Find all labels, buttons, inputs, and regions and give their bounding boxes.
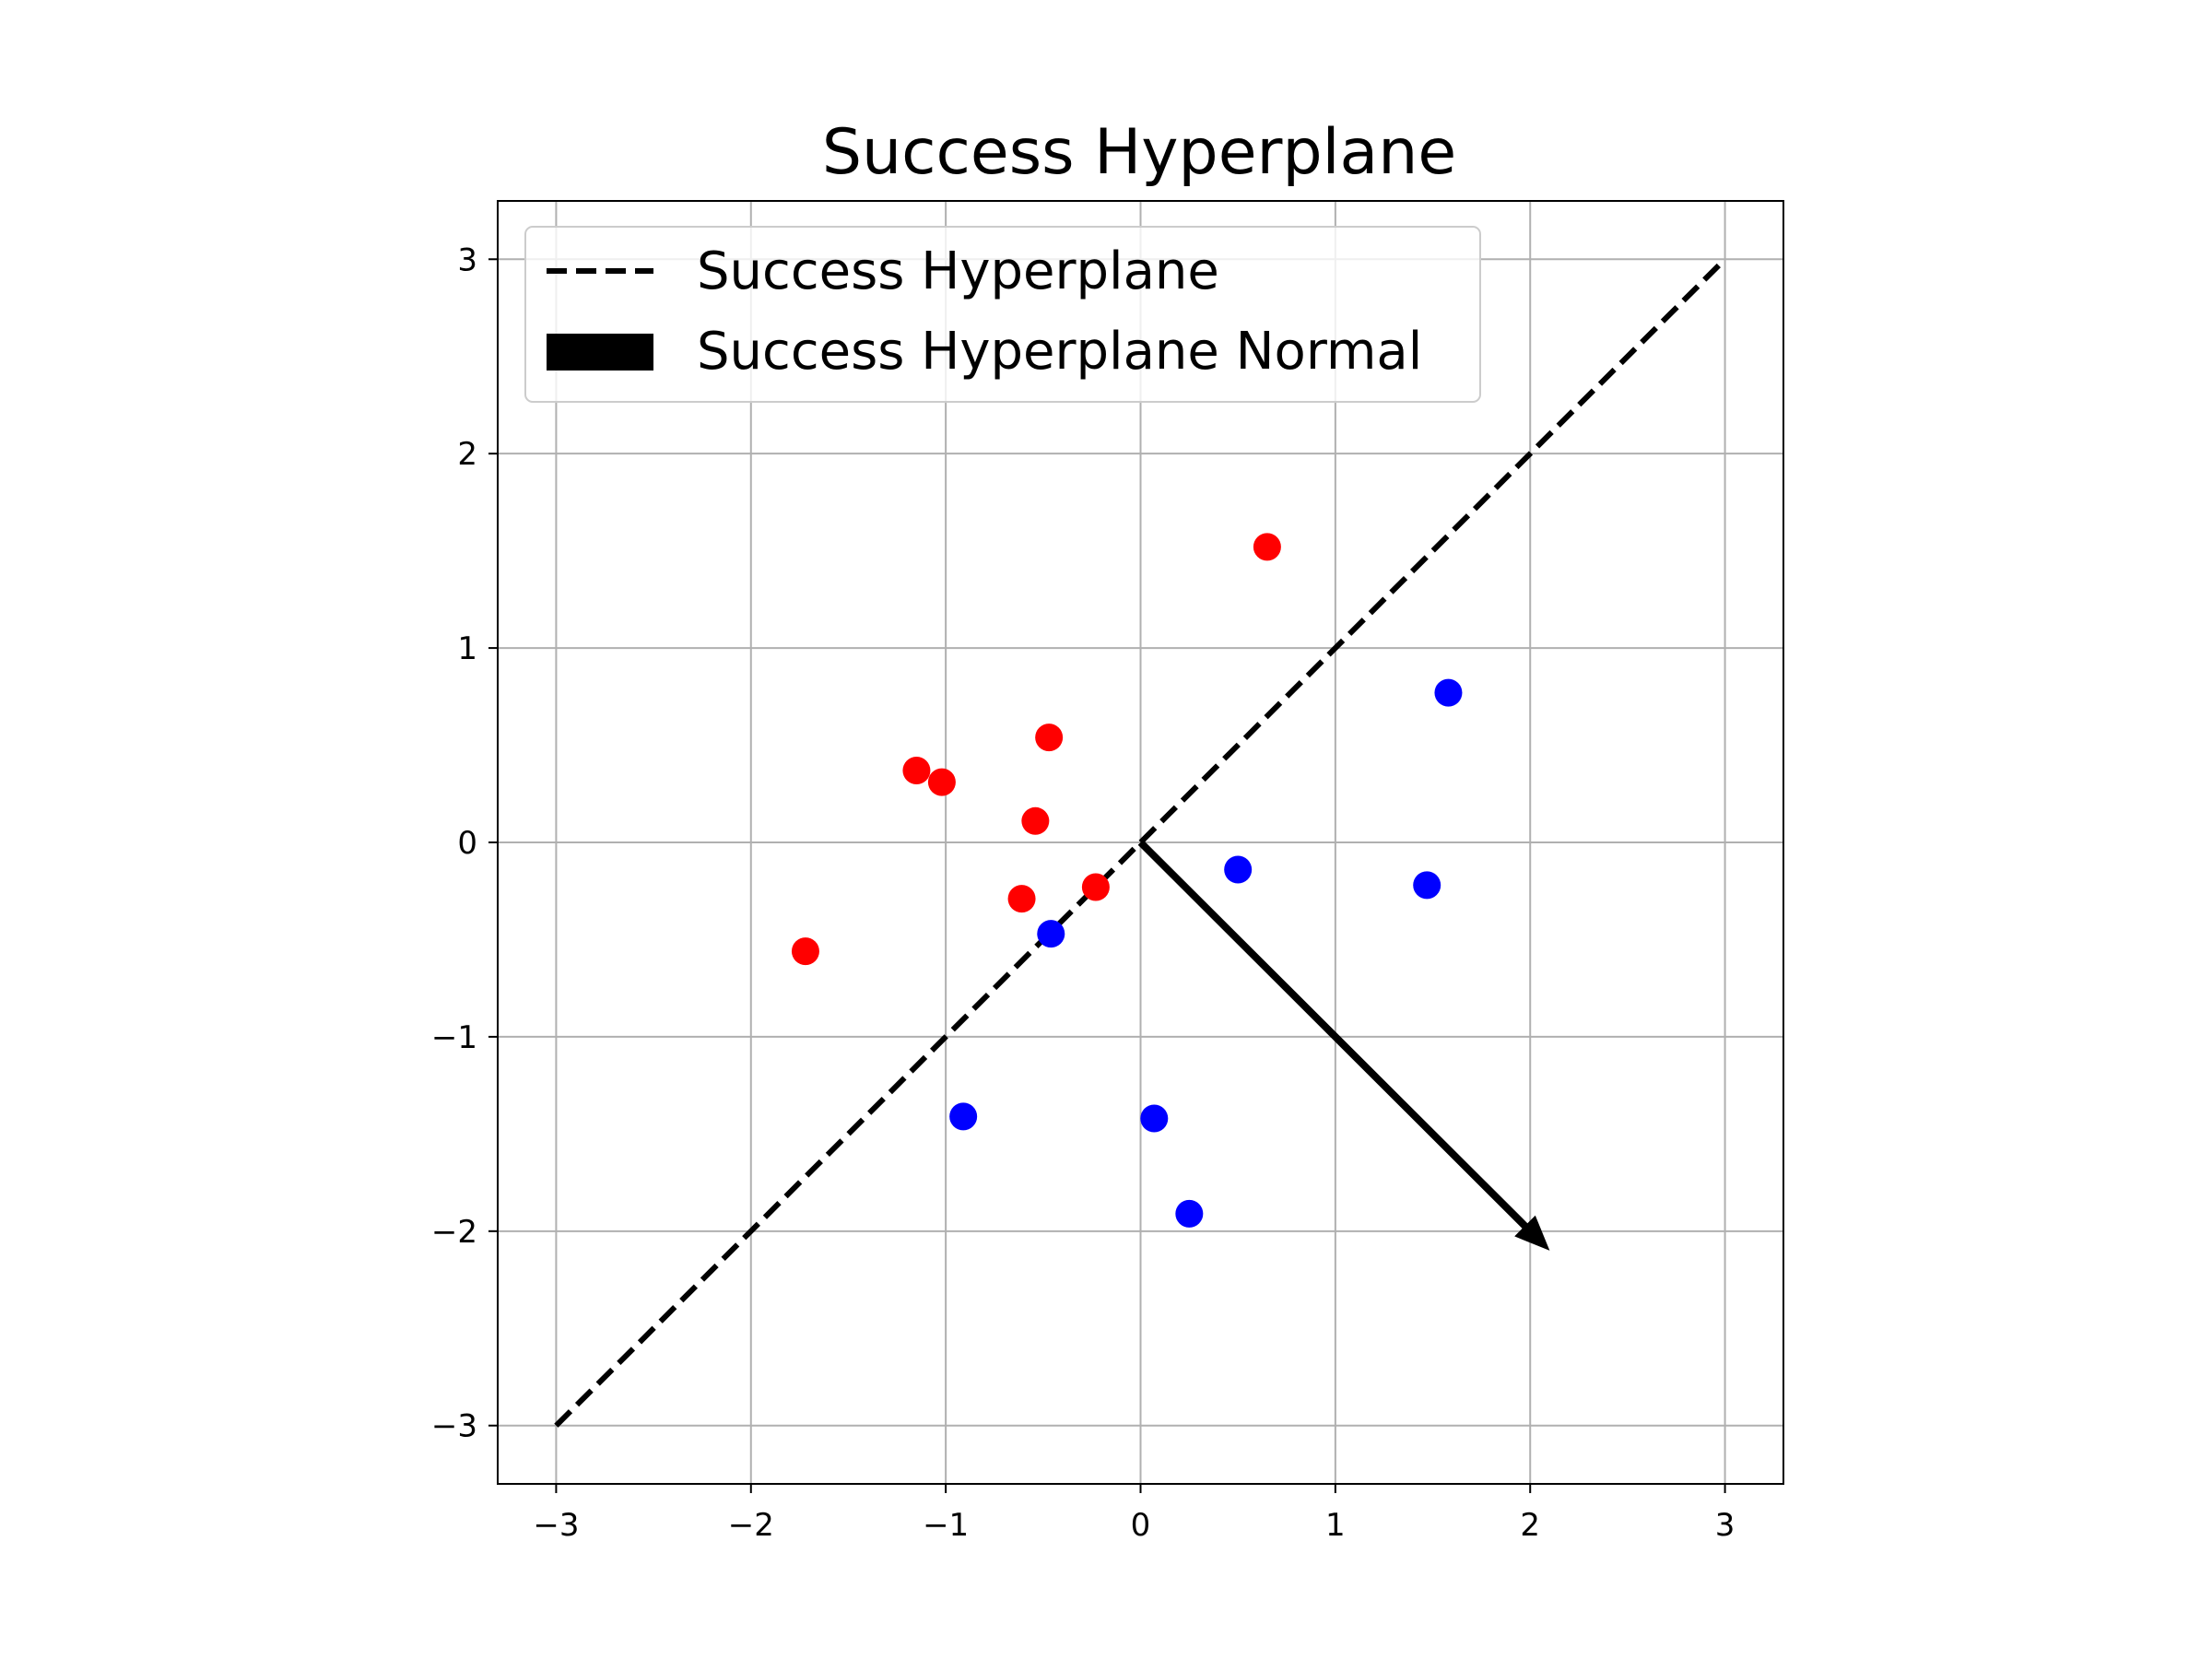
scatter-point [1224, 855, 1253, 884]
axis-ticks: −3 −2 −1 0 1 2 3 −3 −2 −1 0 1 2 3 [431, 241, 1735, 1544]
scatter-point [1007, 885, 1036, 913]
y-tick-label: −3 [431, 1408, 477, 1445]
plot-area [554, 257, 1727, 1428]
scatter-point [1434, 678, 1463, 707]
scatter-point [1081, 873, 1110, 901]
x-tick-label: −2 [728, 1507, 774, 1544]
scatter-point [927, 768, 956, 796]
y-tick-label: −2 [431, 1214, 477, 1251]
x-tick-label: 1 [1325, 1507, 1346, 1544]
scatter-point [1413, 871, 1441, 900]
x-tick-label: 3 [1715, 1507, 1735, 1544]
scatter-point [1140, 1104, 1169, 1133]
normal-arrow [1137, 840, 1550, 1251]
scatter-point [1021, 806, 1050, 835]
scatter-point [1175, 1199, 1204, 1228]
scatter-point [902, 756, 931, 784]
x-tick-label: −1 [923, 1507, 969, 1544]
y-tick-label: 2 [457, 436, 477, 473]
scatter-point [949, 1102, 978, 1131]
chart-title: Success Hyperplane [822, 116, 1456, 189]
y-tick-label: −1 [431, 1019, 477, 1056]
y-tick-label: 0 [457, 825, 477, 862]
x-tick-label: −3 [533, 1507, 579, 1544]
hyperplane-line [554, 257, 1727, 1428]
legend-label-hyperplane: Success Hyperplane [697, 241, 1219, 301]
scatter-point [791, 937, 819, 966]
legend-label-normal: Success Hyperplane Normal [697, 322, 1422, 382]
legend-box [524, 226, 1481, 403]
legend: Success Hyperplane Success Hyperplane No… [524, 226, 1481, 403]
x-tick-label: 2 [1520, 1507, 1540, 1544]
scatter-point [1035, 724, 1064, 752]
scatter-point [1037, 920, 1065, 948]
y-tick-label: 3 [457, 241, 477, 278]
y-tick-label: 1 [457, 630, 477, 667]
x-tick-label: 0 [1131, 1507, 1151, 1544]
legend-patch-swatch [547, 334, 653, 371]
scatter-point [1253, 533, 1281, 561]
